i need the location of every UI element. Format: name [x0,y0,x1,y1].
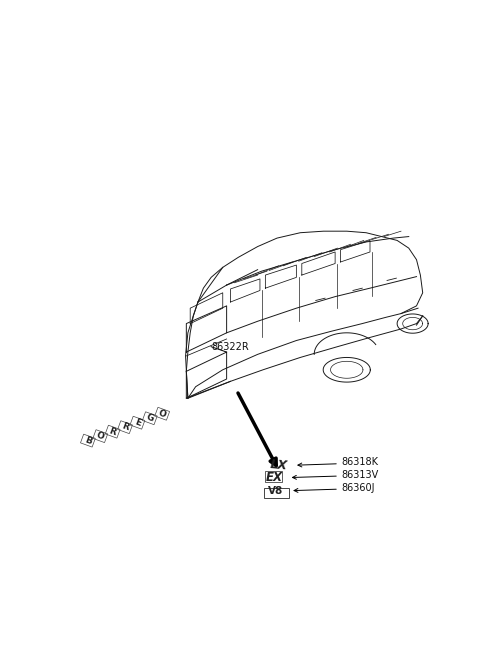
Text: O: O [95,430,106,441]
Text: B: B [83,435,93,446]
Bar [264,487,288,499]
Text: EX: EX [265,471,282,484]
FancyArrowPatch shape [238,393,276,466]
Text: V8: V8 [268,487,283,497]
Text: 86318K: 86318K [341,457,378,467]
Text: G: G [145,413,155,424]
Text: R: R [120,422,130,432]
Text: 86313V: 86313V [341,470,379,480]
Text: E: E [133,417,142,428]
Text: 86322R: 86322R [211,342,249,352]
Text: R: R [108,426,118,437]
Text: LX: LX [269,458,288,472]
Text: O: O [157,408,168,419]
Text: 86360J: 86360J [341,483,375,493]
